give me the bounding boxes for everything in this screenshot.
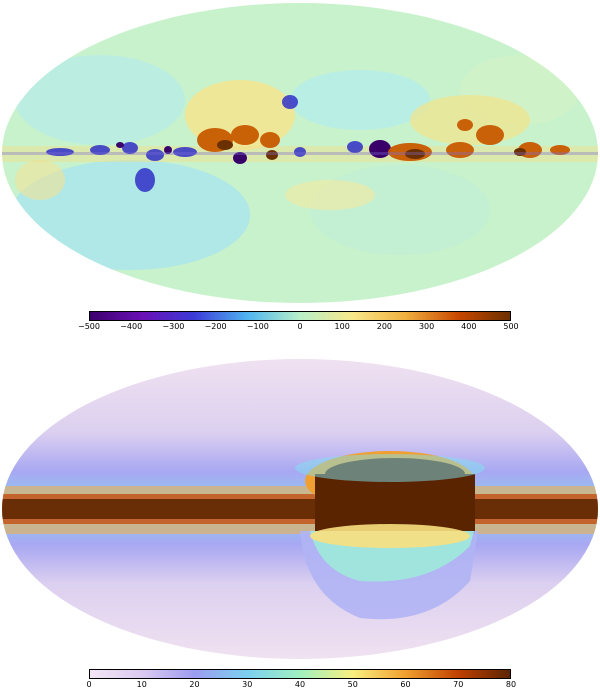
colorbar-bottom-tick-label: 30 — [242, 680, 253, 689]
colorbar-top-tick-label: 500 — [503, 322, 519, 331]
colorbar-top-tick-label: −400 — [120, 322, 143, 331]
colorbar-top-tick-label: 300 — [418, 322, 435, 331]
colorbar-top-tick-label: −100 — [246, 322, 269, 331]
colorbar-top-tick-label: −300 — [162, 322, 185, 331]
colorbar-bottom-tick-label: 70 — [453, 680, 464, 689]
colorbar-bottom-ticks: 0 10 20 30 40 50 60 70 80 — [86, 680, 516, 692]
colorbar-top — [89, 311, 511, 321]
colorbar-top-tick-label: 200 — [376, 322, 393, 331]
colorbar-top-tick-label: 0 — [297, 322, 303, 331]
colorbar-top-tick-label: 400 — [461, 322, 477, 331]
sky-map-top — [2, 3, 598, 303]
colorbar-top-tick-label: −200 — [204, 322, 227, 331]
colorbar-bottom-tick-label: 80 — [505, 680, 517, 689]
colorbar-bottom — [89, 669, 511, 679]
colorbar-top-ticks: −500 −400 −300 −200 −100 0 100 200 300 400 500 — [78, 322, 519, 334]
sky-map-bottom — [2, 359, 598, 659]
colorbar-top-tick-label: 100 — [334, 322, 350, 331]
colorbar-bottom-tick-label: 40 — [294, 680, 306, 689]
colorbar-bottom-tick-label: 10 — [136, 680, 147, 689]
colorbar-bottom-tick-label: 0 — [86, 680, 92, 689]
colorbar-top-tick-label: −500 — [78, 322, 100, 331]
colorbar-bottom-tick-label: 60 — [400, 680, 411, 689]
colorbar-bottom-tick-label: 50 — [347, 680, 358, 689]
colorbar-bottom-tick-label: 20 — [189, 680, 200, 689]
